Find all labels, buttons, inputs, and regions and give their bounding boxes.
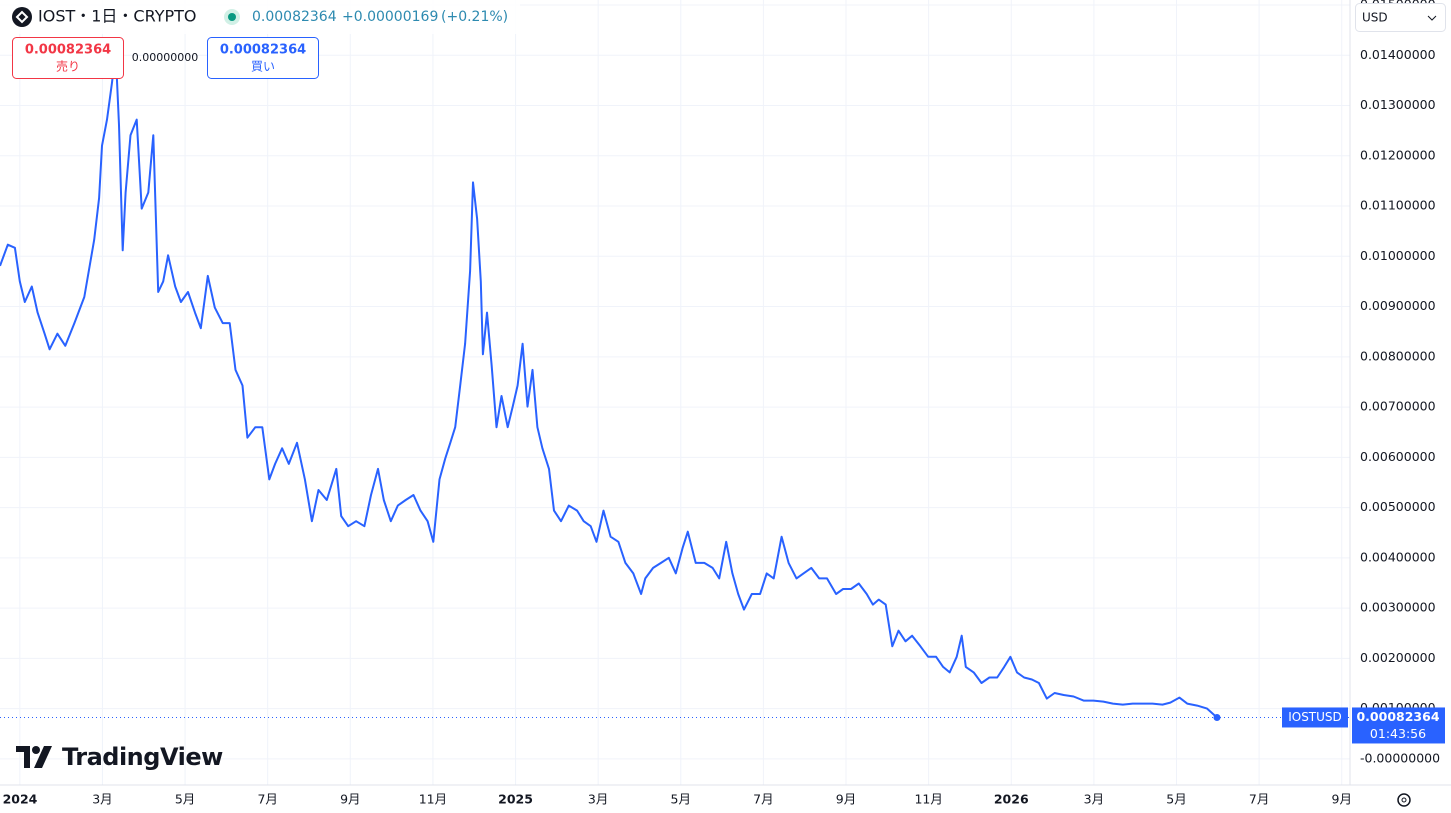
y-tick-label: 0.00900000 (1360, 298, 1436, 313)
x-tick-label: 2024 (3, 792, 38, 807)
axes: -0.000000000.001000000.002000000.0030000… (3, 0, 1441, 807)
last-price: 0.00082364 (252, 9, 337, 25)
y-tick-label: -0.00000000 (1360, 750, 1440, 765)
price-label-countdown: 01:43:56 (1370, 726, 1426, 741)
logo-mark (16, 746, 30, 768)
x-tick-label: 9月 (340, 792, 360, 807)
y-tick-label: 0.01400000 (1360, 47, 1436, 62)
market-status-dot (228, 13, 236, 21)
y-tick-label: 0.00500000 (1360, 499, 1436, 514)
y-tick-label: 0.01200000 (1360, 147, 1436, 162)
settings-icon[interactable] (1397, 793, 1411, 807)
grid (0, 0, 1350, 785)
y-axis-panel (1350, 0, 1451, 813)
y-tick-label: 0.01100000 (1360, 198, 1436, 213)
header-bg (0, 0, 520, 34)
y-tick-label: 0.01000000 (1360, 248, 1436, 263)
price-overlay: IOSTUSD 0.00082364 01:43:56 (1282, 707, 1445, 744)
y-tick-label: 0.00400000 (1360, 549, 1436, 564)
currency-select[interactable] (1355, 3, 1446, 32)
plot (0, 50, 1350, 721)
x-tick-label: 7月 (1249, 792, 1269, 807)
y-tick-label: 0.00200000 (1360, 650, 1436, 665)
x-tick-label: 11月 (419, 792, 447, 807)
x-tick-label: 3月 (92, 792, 112, 807)
currency-label: USD (1362, 11, 1388, 25)
last-price-dot (1213, 713, 1221, 721)
sell-price: 0.00082364 (25, 43, 111, 58)
y-tick-label: 0.00600000 (1360, 449, 1436, 464)
x-tick-label: 5月 (175, 792, 195, 807)
y-tick-label: 0.00800000 (1360, 348, 1436, 363)
x-tick-label: 7月 (753, 792, 773, 807)
symbol-icon (12, 7, 32, 27)
spread: 0.00000000 (132, 51, 198, 64)
buy-price: 0.00082364 (220, 43, 306, 58)
price-label-box (1352, 707, 1445, 744)
x-tick-label: 3月 (1084, 792, 1104, 807)
price-line (0, 50, 1218, 719)
logo-mark-dot (32, 746, 40, 754)
y-tick-label: 0.00700000 (1360, 399, 1436, 414)
logo-text: TradingView (62, 743, 223, 771)
logo: TradingView (16, 743, 224, 771)
x-tick-label: 2026 (994, 792, 1029, 807)
buy-label: 買い (251, 60, 275, 74)
settings-icon-core (1401, 797, 1407, 803)
x-tick-label: 3月 (588, 792, 608, 807)
series-name: IOSTUSD (1288, 710, 1342, 724)
price-label-value: 0.00082364 (1356, 709, 1439, 724)
x-tick-label: 7月 (257, 792, 277, 807)
symbol-title[interactable]: IOST・1日・CRYPTO (38, 7, 196, 26)
x-tick-label: 11月 (914, 792, 942, 807)
sell-label: 売り (56, 59, 80, 74)
series-name-box (1282, 707, 1348, 728)
currency-chevron (1427, 15, 1437, 21)
buy-button[interactable] (207, 37, 319, 79)
x-axis-panel (0, 785, 1451, 813)
x-tick-label: 2025 (498, 792, 533, 807)
price-change: +0.00000169 (342, 9, 438, 25)
y-tick-label: 0.01300000 (1360, 97, 1436, 112)
price-change-pct: (+0.21%) (441, 9, 508, 25)
y-tick-label: 0.00300000 (1360, 600, 1436, 615)
sell-button[interactable] (12, 37, 124, 79)
x-tick-label: 5月 (671, 792, 691, 807)
x-tick-label: 5月 (1166, 792, 1186, 807)
logo-mark-slash (34, 746, 52, 768)
symbol-icon-glyph (15, 10, 29, 24)
x-tick-label: 9月 (836, 792, 856, 807)
x-tick-label: 9月 (1332, 792, 1352, 807)
